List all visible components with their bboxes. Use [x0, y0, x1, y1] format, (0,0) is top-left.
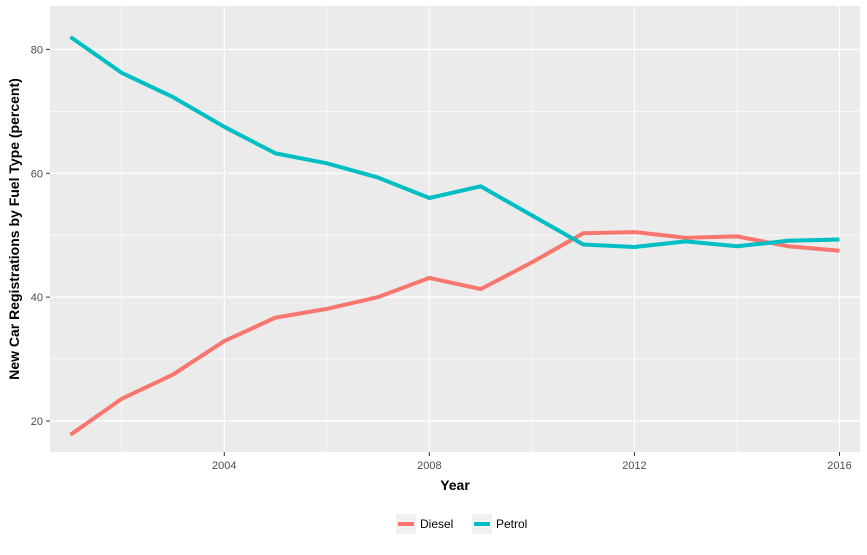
legend-label-diesel: Diesel — [420, 517, 453, 531]
x-axis-title: Year — [440, 477, 470, 493]
legend: Diesel Petrol — [396, 514, 527, 534]
y-tick-label: 20 — [31, 416, 43, 428]
panel-background — [50, 6, 860, 452]
y-axis-title: New Car Registrations by Fuel Type (perc… — [6, 78, 22, 380]
y-tick-label: 60 — [31, 168, 43, 180]
y-tick-label: 40 — [31, 292, 43, 304]
series-line-petrol — [69, 35, 840, 249]
x-tick-label: 2008 — [417, 460, 441, 472]
axes: 2004 2008 2012 2016 20 40 60 80 — [31, 44, 852, 472]
series-line-diesel — [69, 230, 840, 437]
grid-lines — [50, 6, 860, 452]
x-tick-label: 2016 — [827, 460, 851, 472]
x-tick-label: 2004 — [212, 460, 236, 472]
y-tick-label: 80 — [31, 44, 43, 56]
series-lines — [69, 35, 840, 437]
x-tick-label: 2012 — [622, 460, 646, 472]
legend-label-petrol: Petrol — [496, 517, 527, 531]
